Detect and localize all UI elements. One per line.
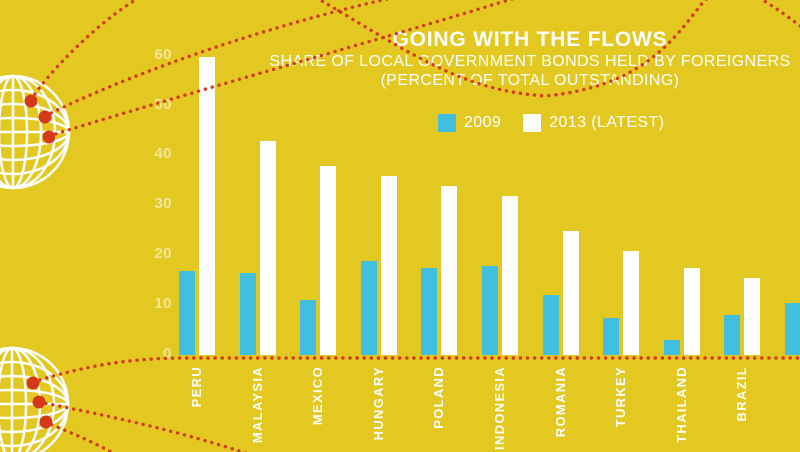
- y-tick-label: 10: [154, 294, 172, 312]
- legend-swatch-2009: [438, 114, 456, 132]
- x-axis-label-malaysia: MALAYSIA: [249, 366, 265, 444]
- bar-2009-turkey: [603, 317, 620, 355]
- chart-legend: 2009 2013 (LATEST): [438, 114, 664, 132]
- chart-title: GOING WITH THE FLOWS: [392, 28, 668, 51]
- bar-2009-malaysia: [239, 272, 256, 355]
- bar-2009-thailand: [663, 340, 680, 355]
- bar-2009-poland: [421, 268, 438, 355]
- legend-label-2013: 2013 (LATEST): [549, 114, 665, 131]
- bar-2009-brazil: [724, 315, 741, 355]
- legend-label-2009: 2009: [464, 114, 502, 131]
- x-axis-label-thailand: THAILAND: [673, 366, 689, 443]
- x-axis-label-peru: PERU: [189, 366, 204, 408]
- bar-2009-peru: [179, 270, 195, 355]
- y-tick-label: 30: [154, 195, 172, 213]
- legend-item-2013: 2013 (LATEST): [523, 114, 664, 132]
- bar-2013-brazil: [744, 277, 761, 355]
- bar-2013-malaysia: [259, 141, 276, 355]
- x-axis-label-hungary: HUNGARY: [370, 366, 386, 441]
- bar-2013-hungary: [380, 176, 397, 355]
- x-axis-label-romania: ROMANIA: [552, 366, 568, 438]
- x-axis-label-poland: POLAND: [431, 366, 447, 429]
- y-tick-label: 60: [154, 45, 172, 63]
- bar-2013-indonesia: [502, 195, 518, 355]
- bar-2013-mexico: [320, 166, 337, 355]
- bar-2009-hungary: [360, 260, 377, 355]
- bar-2013-poland: [441, 186, 458, 355]
- bar-2013-peru: [199, 56, 215, 355]
- bar-2009-clipped: [785, 302, 800, 355]
- x-axis-label-brazil: BRAZIL: [734, 366, 750, 422]
- header-block: GOING WITH THE FLOWS SHARE OF LOCAL GOVE…: [240, 28, 800, 90]
- y-tick-label: 50: [154, 95, 172, 113]
- bar-2013-romania: [562, 230, 579, 355]
- x-axis-label-turkey: TURKEY: [613, 366, 629, 428]
- chart-subtitle-line1: SHARE OF LOCAL GOVERNMENT BONDS HELD BY …: [269, 53, 791, 70]
- legend-swatch-2013: [523, 114, 542, 132]
- y-tick-label: 0: [163, 344, 172, 362]
- bar-2009-mexico: [300, 300, 317, 355]
- bar-2009-romania: [542, 295, 559, 355]
- bar-2013-turkey: [623, 250, 640, 355]
- bar-2013-thailand: [683, 268, 700, 355]
- legend-item-2009: 2009: [438, 114, 501, 132]
- y-tick-label: 20: [154, 244, 172, 262]
- x-axis-label-mexico: MEXICO: [310, 366, 326, 426]
- bar-2009-indonesia: [482, 265, 498, 355]
- chart-subtitle-line2: (PERCENT OF TOTAL OUTSTANDING): [380, 72, 680, 89]
- y-tick-label: 40: [154, 145, 172, 163]
- x-axis-label-indonesia: INDONESIA: [492, 366, 507, 450]
